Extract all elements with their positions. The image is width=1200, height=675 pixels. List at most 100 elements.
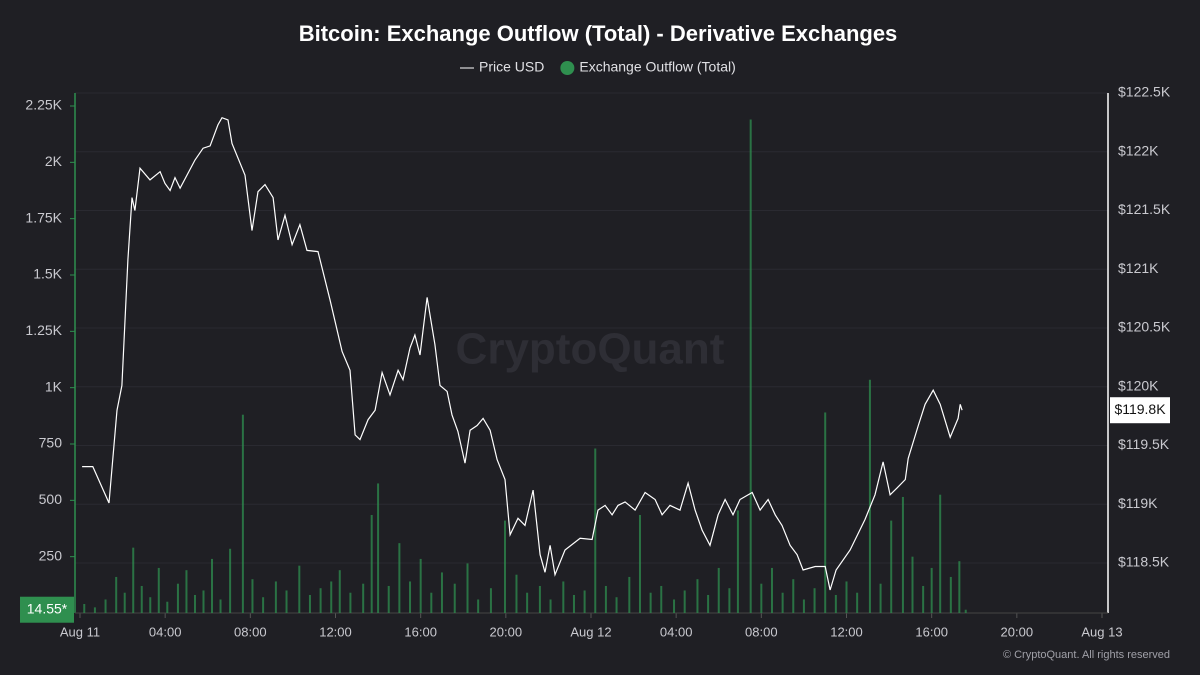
bar bbox=[489, 588, 492, 613]
x-tick-label: 04:00 bbox=[660, 624, 693, 639]
bar bbox=[964, 609, 967, 613]
watermark: CryptoQuant bbox=[456, 325, 725, 374]
bar bbox=[477, 599, 480, 613]
x-tick-label: Aug 13 bbox=[1081, 624, 1122, 639]
current-value-label: $119.8K bbox=[1114, 401, 1166, 417]
bar bbox=[453, 583, 456, 613]
bar bbox=[123, 592, 126, 613]
bar bbox=[594, 448, 597, 613]
bar bbox=[824, 412, 827, 613]
bar bbox=[760, 583, 763, 613]
bar bbox=[219, 599, 222, 613]
bar bbox=[503, 520, 506, 613]
bar bbox=[562, 581, 565, 613]
x-tick-label: 20:00 bbox=[1001, 624, 1034, 639]
bar bbox=[930, 567, 933, 613]
chart-title: Bitcoin: Exchange Outflow (Total) - Deri… bbox=[299, 21, 898, 46]
bar bbox=[93, 607, 96, 613]
bar bbox=[274, 581, 277, 613]
bar bbox=[349, 592, 352, 613]
bar bbox=[781, 592, 784, 613]
bar bbox=[157, 567, 160, 613]
x-tick-label: 08:00 bbox=[234, 624, 267, 639]
bar bbox=[362, 583, 365, 613]
bar bbox=[958, 561, 961, 613]
bar bbox=[683, 590, 686, 613]
x-tick-label: Aug 11 bbox=[60, 624, 100, 639]
bar bbox=[185, 570, 188, 613]
bar bbox=[792, 579, 795, 613]
bar bbox=[717, 567, 720, 613]
bar bbox=[409, 581, 412, 613]
price-line bbox=[82, 116, 963, 591]
bar bbox=[104, 599, 107, 613]
bar bbox=[802, 599, 805, 613]
y2-tick-label: $122K bbox=[1118, 142, 1159, 158]
bar bbox=[241, 414, 244, 613]
y2-tick-label: $119.5K bbox=[1118, 436, 1170, 452]
bar bbox=[673, 599, 676, 613]
current-value-box bbox=[1110, 397, 1170, 424]
bar bbox=[696, 579, 699, 613]
bar bbox=[370, 514, 373, 613]
y-tick-label: 1.25K bbox=[25, 322, 62, 338]
bar bbox=[330, 581, 333, 613]
bar bbox=[856, 592, 859, 613]
footer: © CryptoQuant. All rights reserved bbox=[1003, 649, 1170, 661]
y-tick-label: 2K bbox=[45, 153, 63, 169]
x-tick-label: 12:00 bbox=[319, 624, 352, 639]
bar bbox=[176, 583, 179, 613]
bar bbox=[466, 563, 469, 613]
y-tick-label: 2.25K bbox=[25, 97, 62, 113]
bar bbox=[628, 576, 631, 613]
bar bbox=[834, 594, 837, 613]
bar bbox=[583, 590, 586, 613]
bar bbox=[638, 514, 641, 613]
y2-tick-label: $120K bbox=[1118, 377, 1159, 393]
bar bbox=[939, 494, 942, 613]
bar bbox=[879, 583, 882, 613]
bar bbox=[868, 379, 871, 613]
bar bbox=[319, 588, 322, 613]
bar bbox=[398, 543, 401, 613]
bar bbox=[298, 565, 301, 613]
y2-tick-label: $118.5K bbox=[1118, 554, 1170, 570]
x-tick-label: 12:00 bbox=[830, 624, 863, 639]
x-tick-label: 20:00 bbox=[490, 624, 523, 639]
bar bbox=[922, 585, 925, 613]
bar bbox=[419, 558, 422, 613]
bar bbox=[615, 597, 618, 613]
bar bbox=[572, 594, 575, 613]
current-value-label: 14.55* bbox=[27, 600, 68, 616]
bar bbox=[202, 590, 205, 613]
y2-tick-label: $119K bbox=[1118, 495, 1158, 511]
bar bbox=[211, 558, 214, 613]
y-tick-label: 750 bbox=[39, 435, 63, 451]
bar bbox=[901, 496, 904, 613]
y2-tick-label: $120.5K bbox=[1118, 319, 1171, 335]
current-value-box bbox=[20, 596, 74, 623]
y2-tick-label: $121K bbox=[1118, 260, 1159, 276]
bar bbox=[140, 585, 143, 613]
bar bbox=[262, 597, 265, 613]
bar bbox=[338, 570, 341, 613]
bar bbox=[707, 594, 710, 613]
y2-tick-label: $122.5K bbox=[1118, 84, 1171, 100]
legend-label: Exchange Outflow (Total) bbox=[579, 59, 735, 75]
bar bbox=[538, 585, 541, 613]
bar bbox=[115, 576, 118, 613]
bar bbox=[387, 585, 390, 613]
x-tick-label: 16:00 bbox=[915, 624, 948, 639]
legend-label: Price USD bbox=[479, 59, 544, 75]
bar bbox=[515, 574, 518, 613]
bar bbox=[308, 594, 311, 613]
bar bbox=[430, 592, 433, 613]
bar bbox=[132, 547, 135, 613]
y-tick-label: 250 bbox=[39, 547, 63, 563]
bar bbox=[890, 520, 893, 613]
bar bbox=[660, 585, 663, 613]
bar bbox=[377, 483, 380, 613]
bar bbox=[83, 603, 86, 613]
bar bbox=[526, 592, 529, 613]
y2-tick-label: $121.5K bbox=[1118, 201, 1171, 217]
